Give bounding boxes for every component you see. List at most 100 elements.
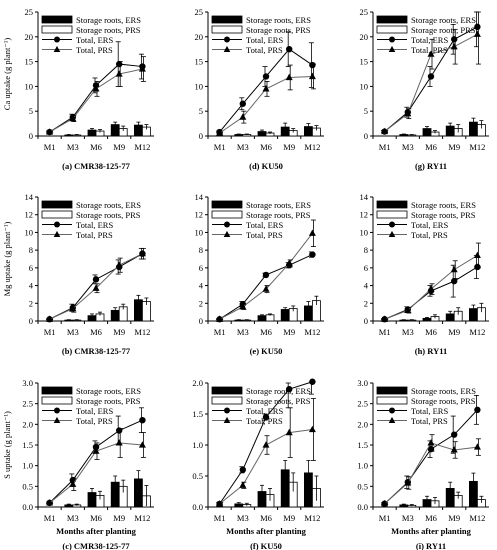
x-tick-label: M1 [214, 142, 226, 152]
panel-caption: (f) KU50 [250, 541, 282, 550]
point-total-prs [262, 85, 270, 92]
point-total-ers [451, 36, 458, 43]
x-tick-label: M6 [260, 513, 272, 523]
y-tick-label: 20 [360, 32, 369, 42]
point-total-prs [427, 439, 435, 446]
x-tick-label: M9 [113, 327, 125, 337]
y-tick-label: 3.0 [22, 378, 33, 388]
x-tick-label: M9 [448, 327, 460, 337]
point-total-prs [92, 85, 100, 92]
y-tick-label: 20 [25, 32, 34, 42]
point-total-prs [381, 127, 389, 135]
y-tick-label: 10 [195, 227, 204, 237]
y-tick-label: 10 [360, 81, 369, 91]
y-tick-label: 2 [199, 298, 203, 308]
x-tick-label: M12 [469, 142, 485, 152]
legend-label: Storage roots, ERS [246, 200, 311, 210]
y-tick-label: 25 [195, 7, 204, 17]
legend-label: Total, PRS [76, 416, 113, 426]
point-total-prs [239, 481, 247, 488]
point-total-ers [239, 466, 246, 473]
point-total-ers [286, 46, 293, 53]
x-tick-label: M1 [379, 513, 391, 523]
y-tick-label: 6 [199, 263, 203, 273]
legend-marker-total-ers [54, 407, 60, 414]
x-tick-label: M3 [237, 327, 249, 337]
x-tick-label: M9 [448, 513, 460, 523]
panel-caption: (g) RY11 [415, 161, 447, 171]
y-tick-label: 0.5 [192, 471, 203, 481]
point-total-prs [308, 72, 316, 80]
y-tick-label: 15 [195, 57, 204, 67]
legend-label: Storage roots, PRS [76, 396, 141, 406]
point-total-prs [46, 128, 54, 135]
point-total-ers [92, 443, 100, 451]
point-total-prs [262, 441, 270, 448]
legend-swatch-prs [376, 396, 408, 405]
point-total-prs [138, 441, 146, 448]
chart-panel-e: 0 2 4 6 8 10 12 14 M1 M3 M6 M9 M12 (e) KU50 Storage ro… [195, 192, 324, 356]
x-tick-label: M6 [425, 142, 437, 152]
x-tick-label: M12 [304, 142, 320, 152]
y-tick-label: 12 [25, 210, 34, 220]
legend-swatch-prs [211, 25, 243, 34]
point-total-prs [216, 315, 224, 322]
x-tick-label: M9 [283, 513, 295, 523]
y-tick-label: 10 [25, 81, 34, 91]
point-total-prs [473, 30, 481, 37]
x-tick-label: M1 [44, 327, 56, 337]
x-tick-label: M3 [67, 142, 79, 152]
x-axis-title: Months after planting [56, 526, 136, 536]
panel-caption: (b) CMR38-125-77 [62, 346, 131, 356]
x-tick-label: M9 [448, 142, 460, 152]
legend-swatch-ers [211, 15, 243, 24]
y-tick-label: 5 [29, 106, 33, 116]
chart-panel-i: 0.0 0.5 1.0 1.5 2.0 2.5 3.0 M1 M3 M6 M9 M12 Months a… [357, 378, 489, 550]
panel-caption: (c) CMR38-125-77 [62, 541, 130, 550]
legend-label: Total, ERS [76, 35, 113, 45]
y-tick-label: 0 [29, 131, 33, 141]
legend-marker-total-prs [388, 416, 396, 423]
point-total-prs [473, 251, 481, 259]
point-total-ers [427, 445, 435, 453]
legend-label: Total, ERS [411, 220, 448, 230]
y-tick-label: 20 [195, 32, 204, 42]
point-total-ers [427, 73, 435, 80]
legend-label: Total, PRS [411, 230, 448, 240]
legend-swatch-prs [211, 210, 243, 219]
x-tick-label: M1 [44, 142, 56, 152]
y-tick-label: 2.0 [357, 419, 368, 429]
panel-caption: (d) KU50 [249, 161, 283, 171]
legend-marker-total-prs [223, 416, 231, 423]
legend-label: Total, PRS [246, 45, 283, 55]
x-tick-label: M1 [44, 513, 56, 523]
point-total-prs [69, 480, 77, 487]
point-total-prs [69, 304, 77, 312]
legend-label: Storage roots, PRS [246, 25, 311, 35]
y-tick-label: 4 [29, 281, 34, 291]
y-tick-label: 10 [25, 227, 34, 237]
y-tick-label: 2.5 [357, 399, 368, 409]
point-total-prs [381, 315, 389, 322]
point-total-ers [262, 413, 270, 421]
y-tick-label: 3.0 [357, 378, 368, 388]
y-tick-label: 0.0 [192, 502, 203, 512]
legend-swatch-prs [376, 25, 408, 34]
point-total-ers [309, 251, 316, 258]
legend-label: Total, ERS [76, 406, 113, 416]
panel-caption: (h) RY11 [415, 346, 448, 356]
x-tick-label: M12 [304, 327, 320, 337]
y-tick-label: 1.0 [192, 440, 203, 450]
y-axis-title: Mg uptake (g plant⁻¹) [2, 221, 12, 296]
point-total-ers [309, 61, 316, 69]
legend-swatch-prs [41, 210, 73, 219]
y-tick-label: 2.5 [22, 399, 33, 409]
y-tick-label: 6 [29, 263, 33, 273]
legend-label: Storage roots, ERS [411, 200, 476, 210]
y-tick-label: 0.0 [357, 502, 368, 512]
legend-swatch-prs [211, 396, 243, 405]
